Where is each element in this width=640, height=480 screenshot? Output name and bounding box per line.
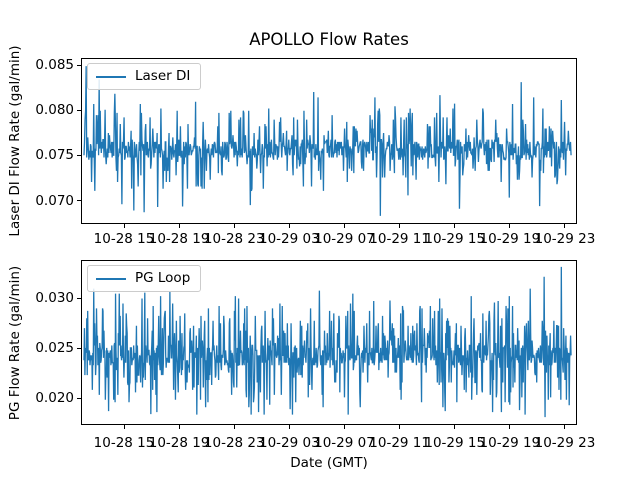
x-tick-label: 10-29 03 [259, 435, 320, 451]
y-tick-mark [77, 397, 81, 399]
x-tick-label: 10-28 15 [93, 231, 155, 247]
x-tick-mark [123, 224, 125, 228]
x-tick-label: 10-29 19 [479, 435, 541, 451]
x-tick-mark [288, 224, 290, 228]
y-tick-mark [77, 200, 81, 202]
x-tick-label: 10-29 15 [424, 435, 486, 451]
x-tick-label: 10-28 15 [93, 435, 155, 451]
x-tick-label: 10-29 15 [424, 231, 486, 247]
y-tick-mark [77, 154, 81, 156]
y-tick-label: 0.070 [35, 192, 74, 209]
y-tick-label: 0.075 [35, 147, 74, 164]
y-axis-label-pg: PG Flow Rate (gal/min) [7, 265, 23, 420]
y-tick-label: 0.020 [35, 390, 74, 406]
x-tick-mark [178, 425, 180, 429]
x-tick-mark [123, 425, 125, 429]
x-tick-mark [399, 425, 401, 429]
legend-line-sample-icon [96, 75, 126, 78]
x-axis-label: Date (GMT) [290, 455, 368, 471]
y-tick-mark [77, 347, 81, 349]
x-tick-label: 10-29 23 [534, 231, 596, 247]
y-tick-mark [77, 109, 81, 111]
x-tick-label: 10-29 07 [314, 435, 375, 451]
x-tick-mark [509, 224, 511, 228]
x-tick-mark [343, 425, 345, 429]
x-tick-label: 10-29 11 [369, 435, 430, 451]
x-tick-mark [454, 425, 456, 429]
x-tick-mark [454, 224, 456, 228]
legend-label-laser-di: Laser DI [135, 68, 191, 84]
x-tick-mark [233, 224, 235, 228]
axes-pg-loop: PG Loop [81, 260, 577, 425]
y-tick-label: 0.080 [35, 102, 74, 119]
x-tick-label: 10-29 07 [314, 231, 375, 247]
y-tick-label: 0.025 [35, 340, 74, 356]
x-tick-mark [509, 425, 511, 429]
y-tick-label: 0.085 [35, 57, 74, 74]
x-tick-label: 10-29 11 [369, 231, 430, 247]
x-tick-mark [564, 224, 566, 228]
x-tick-mark [288, 425, 290, 429]
x-tick-mark [178, 224, 180, 228]
x-tick-label: 10-29 23 [534, 435, 596, 451]
legend-pg-loop: PG Loop [87, 265, 202, 292]
y-tick-mark [77, 64, 81, 66]
x-tick-mark [564, 425, 566, 429]
x-tick-label: 10-29 19 [479, 231, 541, 247]
x-tick-label: 10-28 19 [148, 435, 210, 451]
legend-line-sample-icon [96, 277, 126, 280]
legend-laser-di: Laser DI [87, 63, 202, 90]
y-axis-label-laser-di: Laser DI Flow Rate (gal/min) [7, 45, 23, 237]
x-tick-mark [233, 425, 235, 429]
chart-title: APOLLO Flow Rates [249, 30, 409, 49]
y-tick-label: 0.030 [35, 290, 74, 306]
x-tick-mark [343, 224, 345, 228]
x-tick-mark [399, 224, 401, 228]
x-tick-label: 10-28 19 [148, 231, 210, 247]
x-tick-label: 10-28 23 [203, 231, 265, 247]
axes-laser-di: Laser DI [81, 58, 577, 224]
y-tick-mark [77, 297, 81, 299]
x-tick-label: 10-28 23 [203, 435, 265, 451]
laser-di-line-series [83, 66, 572, 216]
pg-loop-line-series [83, 266, 572, 418]
legend-label-pg-loop: PG Loop [135, 270, 191, 286]
x-tick-label: 10-29 03 [259, 231, 320, 247]
